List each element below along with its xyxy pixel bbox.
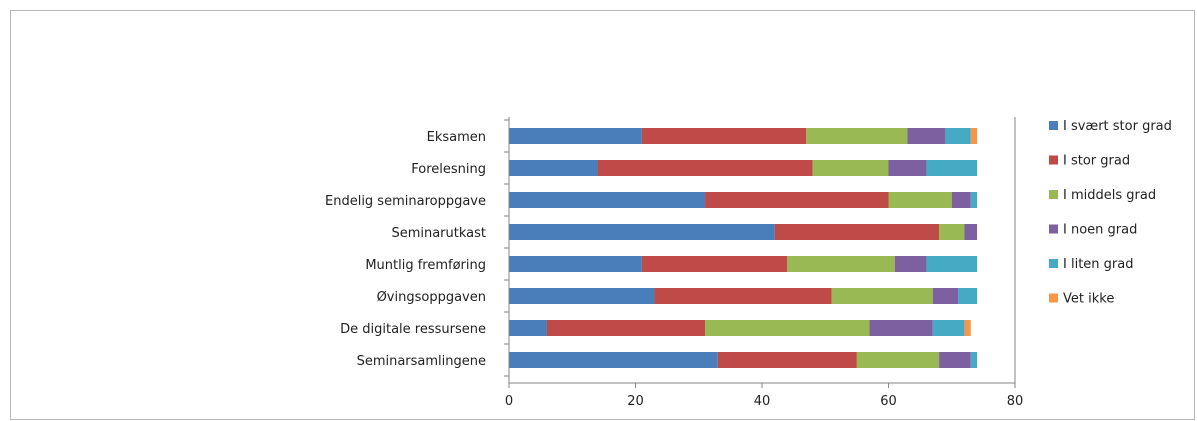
bar-segment xyxy=(958,288,978,304)
bar-segment xyxy=(932,320,965,336)
bar-segment xyxy=(970,352,978,368)
bar-segment xyxy=(926,160,978,176)
legend-swatch xyxy=(1049,155,1058,165)
category-label: Seminarsamlingene xyxy=(357,354,486,369)
bar-segment xyxy=(509,288,655,304)
bar-segment xyxy=(509,128,642,144)
bar-segment xyxy=(546,320,706,336)
bar-segment xyxy=(856,352,940,368)
bar-segment xyxy=(812,160,889,176)
bar-segment xyxy=(888,192,952,208)
x-tick-label: 40 xyxy=(754,394,771,409)
category-label: Seminarutkast xyxy=(391,226,486,241)
legend-label: I liten grad xyxy=(1063,257,1133,272)
category-label: Endelig seminaroppgave xyxy=(325,194,486,209)
category-label: Forelesning xyxy=(411,162,486,177)
bar-segment xyxy=(705,192,889,208)
bar-segment xyxy=(939,224,965,240)
bar-segment xyxy=(641,256,788,272)
chart-frame: Eksamen Forelesning Endelig seminaroppgave… xyxy=(10,10,1195,420)
bars-group xyxy=(509,128,978,368)
bar-segment xyxy=(509,320,547,336)
bar-segment xyxy=(597,160,813,176)
bar-segment xyxy=(654,288,832,304)
bar-segment xyxy=(705,320,870,336)
category-labels-group: Eksamen Forelesning Endelig seminaroppgave… xyxy=(325,130,486,369)
legend-label: I svært stor grad xyxy=(1063,119,1172,134)
bar-segment xyxy=(509,160,598,176)
stacked-bar-chart: Eksamen Forelesning Endelig seminaroppgave… xyxy=(325,117,1172,409)
x-tick-label: 20 xyxy=(627,394,644,409)
legend-swatch xyxy=(1049,293,1058,303)
bar-segment xyxy=(509,192,706,208)
bar-segment xyxy=(831,288,933,304)
legend-swatch xyxy=(1049,121,1058,130)
bar-segment xyxy=(888,160,927,176)
bar-segment xyxy=(509,256,642,272)
category-label: Muntlig fremføring xyxy=(365,258,486,273)
legend-label: I middels grad xyxy=(1063,188,1156,203)
bar-segment xyxy=(932,288,959,304)
bar-segment xyxy=(964,224,978,240)
bar-segment xyxy=(787,256,895,272)
bar-segment xyxy=(509,224,775,240)
x-tick-label: 80 xyxy=(1007,394,1024,409)
axes-group xyxy=(504,117,1016,388)
x-tick-label: 0 xyxy=(505,394,513,409)
legend-label: I stor grad xyxy=(1063,154,1130,169)
category-label: De digitale ressursene xyxy=(340,322,486,337)
bar-segment xyxy=(907,128,946,144)
legend-swatch xyxy=(1049,190,1058,199)
legend-label: Vet ikke xyxy=(1063,292,1114,307)
legend-swatch xyxy=(1049,259,1058,268)
bar-segment xyxy=(964,320,971,336)
bar-segment xyxy=(894,256,927,272)
bar-segment xyxy=(951,192,971,208)
tick-labels-group: 0 20 40 60 80 xyxy=(505,394,1023,409)
bar-segment xyxy=(926,256,978,272)
x-tick-label: 60 xyxy=(880,394,897,409)
bar-segment xyxy=(869,320,933,336)
legend-label: I noen grad xyxy=(1063,223,1137,238)
bar-segment xyxy=(945,128,971,144)
bar-segment xyxy=(806,128,908,144)
category-label: Eksamen xyxy=(427,130,486,145)
category-label: Øvingsoppgaven xyxy=(377,290,486,305)
bar-segment xyxy=(970,128,978,144)
bar-segment xyxy=(939,352,971,368)
legend-swatch xyxy=(1049,224,1058,234)
bar-segment xyxy=(509,352,718,368)
bar-segment xyxy=(774,224,940,240)
legend: I svært stor grad I stor grad I middels gr… xyxy=(1049,119,1172,307)
bar-segment xyxy=(717,352,857,368)
bar-segment xyxy=(970,192,978,208)
bar-segment xyxy=(641,128,807,144)
